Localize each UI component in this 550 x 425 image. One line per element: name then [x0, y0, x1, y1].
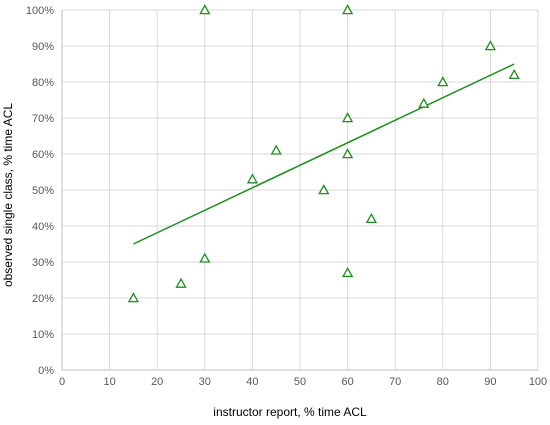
data-point-triangle [199, 252, 211, 263]
x-tick-label: 40 [246, 376, 258, 388]
y-tick-label: 90% [32, 41, 54, 53]
y-tick-label: 0% [38, 365, 54, 377]
x-tick-label: 50 [294, 376, 306, 388]
data-point-triangle [341, 4, 354, 15]
data-point-triangle [341, 112, 354, 123]
y-tick-label: 60% [32, 149, 54, 161]
gridlines [62, 9, 539, 370]
data-point-triangle [127, 292, 140, 303]
data-point-triangle [199, 4, 211, 15]
y-tick-label: 20% [32, 293, 54, 305]
axes [61, 10, 538, 371]
y-tick-label: 50% [32, 185, 54, 197]
data-point-triangle [318, 184, 330, 195]
trendline-group [133, 63, 515, 245]
x-tick-label: 60 [341, 376, 353, 388]
y-tick-label: 40% [32, 221, 54, 233]
x-tick-label: 100 [529, 376, 547, 388]
data-point-triangle [437, 76, 449, 87]
data-point-triangle [508, 68, 520, 80]
x-tick-label: 30 [199, 376, 211, 388]
y-tick-label: 100% [26, 5, 54, 17]
x-tick-label: 80 [437, 376, 449, 388]
data-point-triangle [270, 144, 282, 155]
y-axis-ticks: 0% 10% 20% 30% 40% 50% 60% 70% 80% 90% 100% [26, 5, 54, 377]
data-point-triangle [341, 148, 354, 159]
y-tick-label: 30% [32, 257, 54, 269]
trendline [133, 63, 515, 245]
x-axis-title: instructor report, % time ACL [213, 405, 367, 419]
x-tick-label: 70 [389, 376, 401, 388]
y-tick-label: 80% [32, 77, 54, 89]
x-tick-label: 0 [59, 376, 65, 388]
data-point-triangle [365, 212, 378, 224]
y-tick-label: 10% [32, 329, 54, 341]
y-tick-label: 70% [32, 113, 54, 125]
x-tick-label: 90 [484, 376, 496, 388]
data-point-triangle [484, 40, 497, 51]
data-point-triangle [341, 266, 354, 278]
data-points [127, 4, 520, 303]
data-point-triangle [246, 173, 259, 184]
y-axis-title: observed single class, % time ACL [1, 103, 15, 287]
x-tick-label: 10 [103, 376, 115, 388]
x-tick-label: 20 [151, 376, 163, 388]
data-point-triangle [418, 97, 430, 108]
data-point-triangle [175, 277, 187, 288]
x-axis-ticks: 0 10 20 30 40 50 60 70 80 90 100 [59, 376, 547, 388]
